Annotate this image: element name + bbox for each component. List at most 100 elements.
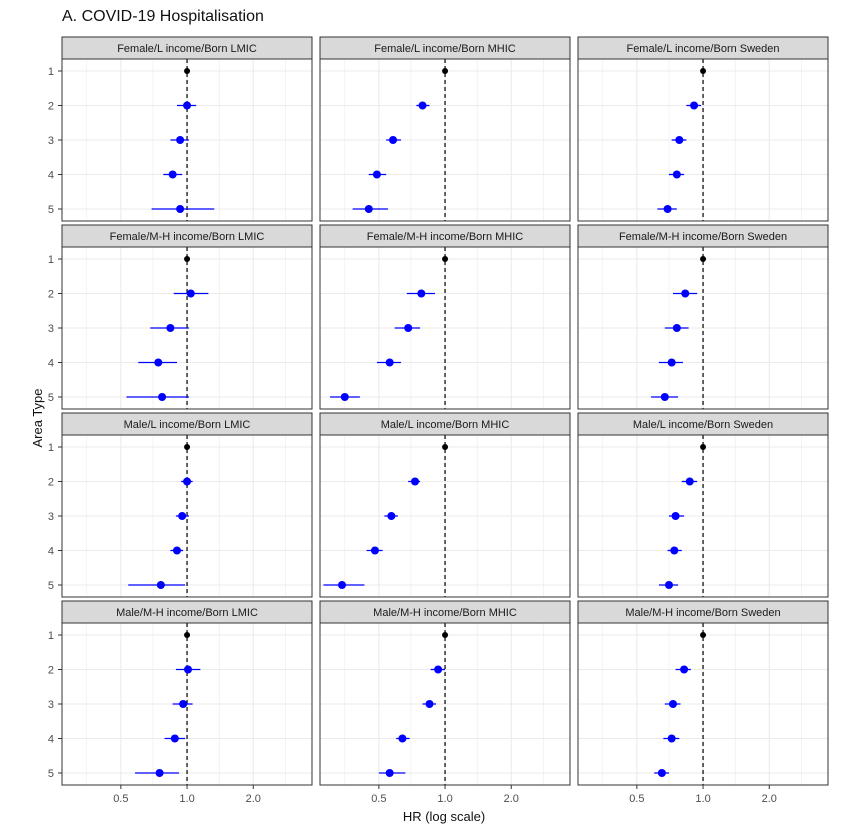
- facet-strip-label: Male/L income/Born Sweden: [633, 419, 773, 431]
- y-tick-label: 1: [48, 442, 54, 454]
- estimate-point: [667, 734, 676, 743]
- estimate-point: [364, 205, 373, 213]
- facet-panel: Female/L income/Born Sweden: [577, 36, 829, 222]
- y-tick-label: 2: [48, 477, 54, 489]
- y-tick-label: 1: [48, 630, 54, 642]
- estimate-point: [176, 136, 185, 144]
- reference-point: [700, 632, 707, 638]
- estimate-point: [158, 393, 167, 401]
- reference-point: [184, 632, 191, 638]
- y-tick-label: 5: [48, 204, 54, 216]
- y-tick-label: 4: [48, 170, 54, 182]
- y-tick-label: 5: [48, 768, 54, 780]
- estimate-point: [183, 101, 192, 110]
- estimate-point: [387, 512, 396, 520]
- estimate-point: [168, 170, 177, 179]
- y-tick-label: 2: [48, 665, 54, 677]
- facet-panel: Female/M-H income/Born Sweden: [577, 224, 829, 410]
- y-tick-label: 4: [48, 734, 54, 746]
- estimate-point: [166, 324, 175, 332]
- estimate-point: [178, 512, 187, 520]
- x-axis-title: HR (log scale): [403, 809, 485, 824]
- y-tick-label: 5: [48, 392, 54, 404]
- x-tick-label: 0.5: [629, 793, 644, 805]
- x-tick-label: 2.0: [246, 793, 261, 805]
- estimate-point: [183, 477, 192, 486]
- estimate-point: [672, 170, 681, 179]
- y-tick-label: 3: [48, 699, 54, 711]
- estimate-point: [672, 324, 681, 332]
- estimate-point: [370, 546, 379, 555]
- estimate-point: [186, 289, 195, 298]
- reference-point: [442, 444, 449, 450]
- facet-strip-label: Female/L income/Born LMIC: [117, 43, 257, 55]
- estimate-point: [681, 289, 690, 298]
- estimate-point: [664, 581, 673, 589]
- page-title: A. COVID-19 Hospitalisation: [62, 8, 264, 25]
- panel-border: [577, 58, 829, 222]
- estimate-point: [340, 393, 349, 401]
- y-tick-label: 2: [48, 289, 54, 301]
- estimate-point: [385, 769, 394, 777]
- panel-border: [319, 434, 571, 598]
- estimate-point: [668, 700, 677, 708]
- panel-border: [577, 434, 829, 598]
- estimate-point: [410, 477, 419, 486]
- x-tick-label: 1.0: [695, 793, 710, 805]
- y-tick-label: 1: [48, 66, 54, 78]
- estimate-point: [690, 101, 699, 110]
- panel-border: [577, 246, 829, 410]
- estimate-point: [671, 512, 680, 520]
- facet-panels: Female/L income/Born LMIC 1 2 3 4 5 Female/L i…: [48, 36, 829, 805]
- x-tick-label: 1.0: [437, 793, 452, 805]
- estimate-point: [685, 477, 694, 486]
- reference-point: [700, 256, 707, 262]
- reference-point: [184, 256, 191, 262]
- facet-strip-label: Male/M-H income/Born Sweden: [625, 607, 780, 619]
- facet-panel: Male/M-H income/Born LMIC 1 2 3 4 5 0.5 1.0 2.0: [48, 600, 313, 805]
- y-tick-label: 3: [48, 511, 54, 523]
- estimate-point: [156, 581, 165, 589]
- estimate-point: [670, 546, 679, 555]
- estimate-point: [398, 734, 407, 743]
- estimate-point: [657, 769, 666, 777]
- reference-point: [184, 68, 191, 74]
- estimate-point: [675, 136, 684, 144]
- reference-point: [442, 68, 449, 74]
- estimate-point: [667, 358, 676, 367]
- facet-strip-label: Male/L income/Born LMIC: [124, 419, 251, 431]
- y-tick-label: 1: [48, 254, 54, 266]
- facet-panel: Male/M-H income/Born MHIC 0.5 1.0 2.0: [319, 600, 571, 805]
- y-tick-label: 3: [48, 135, 54, 147]
- estimate-point: [155, 769, 164, 777]
- y-tick-label: 5: [48, 580, 54, 592]
- x-tick-label: 0.5: [113, 793, 128, 805]
- facet-strip-label: Female/L income/Born Sweden: [626, 43, 779, 55]
- facet-panel: Female/M-H income/Born LMIC 1 2 3 4 5: [48, 224, 313, 410]
- facet-panel: Female/L income/Born MHIC: [319, 36, 571, 222]
- estimate-point: [663, 205, 672, 213]
- estimate-point: [372, 170, 381, 179]
- estimate-point: [680, 665, 689, 674]
- reference-point: [442, 256, 449, 262]
- reference-point: [184, 444, 191, 450]
- facet-strip-label: Male/L income/Born MHIC: [381, 419, 510, 431]
- estimate-point: [385, 358, 394, 367]
- estimate-point: [417, 289, 426, 298]
- estimate-point: [183, 665, 192, 674]
- reference-point: [700, 444, 707, 450]
- panel-border: [319, 246, 571, 410]
- facet-panel: Male/L income/Born Sweden: [577, 412, 829, 598]
- estimate-point: [418, 101, 427, 110]
- x-tick-label: 2.0: [762, 793, 777, 805]
- estimate-point: [176, 205, 185, 213]
- facet-panel: Female/L income/Born LMIC 1 2 3 4 5: [48, 36, 313, 222]
- estimate-point: [404, 324, 413, 332]
- facet-strip-label: Female/L income/Born MHIC: [374, 43, 515, 55]
- estimate-point: [154, 358, 163, 367]
- facet-panel: Male/L income/Born MHIC: [319, 412, 571, 598]
- y-axis-title: Area Type: [30, 388, 45, 447]
- facet-strip-label: Male/M-H income/Born MHIC: [373, 607, 517, 619]
- x-tick-label: 1.0: [179, 793, 194, 805]
- estimate-point: [425, 700, 434, 708]
